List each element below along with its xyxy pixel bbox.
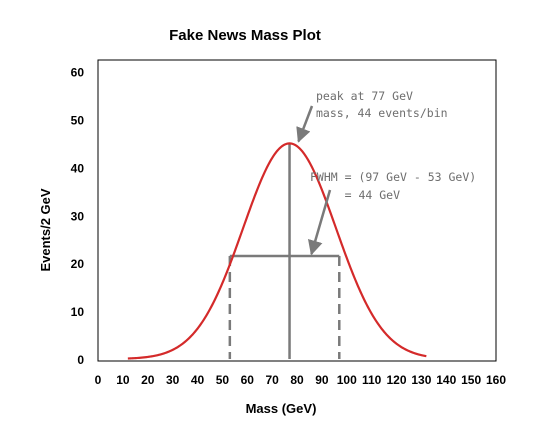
x-tick-label: 70 <box>265 373 279 387</box>
peak-annotation-arrow <box>296 105 314 143</box>
tick-labels: 0 10 20 30 40 50 60 70 80 90 100 110 120 130 140 150 160… <box>71 66 507 387</box>
y-tick-label: 10 <box>71 305 85 319</box>
y-tick-label: 60 <box>71 66 85 80</box>
series-line <box>127 142 427 360</box>
fwhm-annotation-text: FWHM = (97 GeV - 53 GeV) <box>310 170 476 184</box>
x-tick-label: 0 <box>95 373 102 387</box>
y-tick-label: 20 <box>71 257 85 271</box>
x-tick-label: 40 <box>191 373 205 387</box>
x-axis-label: Mass (GeV) <box>246 401 317 416</box>
x-tick-label: 140 <box>436 373 456 387</box>
x-tick-label: 50 <box>216 373 230 387</box>
fwhm-annotation-arrow <box>307 189 332 256</box>
x-tick-label: 120 <box>386 373 406 387</box>
x-tick-label: 130 <box>411 373 431 387</box>
annotations: peak at 77 GeV mass, 44 events/bin FWHM = … <box>296 89 476 256</box>
x-tick-label: 30 <box>166 373 180 387</box>
y-tick-label: 50 <box>71 113 85 127</box>
y-axis-label: Events/2 GeV <box>38 188 53 271</box>
x-tick-label: 110 <box>362 373 382 387</box>
fwhm-annotation-text: = 44 GeV <box>310 188 400 202</box>
chart-title: Fake News Mass Plot <box>169 27 321 44</box>
reference-lines <box>228 143 341 359</box>
x-tick-label: 10 <box>116 373 130 387</box>
x-tick-label: 160 <box>486 373 506 387</box>
series-layer <box>127 142 427 360</box>
peak-annotation-text: peak at 77 GeV <box>316 89 413 103</box>
x-tick-label: 150 <box>461 373 481 387</box>
x-tick-label: 80 <box>290 373 304 387</box>
x-tick-label: 20 <box>141 373 155 387</box>
x-tick-label: 100 <box>337 373 357 387</box>
y-tick-label: 0 <box>77 353 84 367</box>
x-tick-label: 60 <box>241 373 255 387</box>
plot-area <box>97 59 497 362</box>
x-tick-label: 90 <box>315 373 329 387</box>
peak-annotation-text: mass, 44 events/bin <box>316 106 448 120</box>
y-tick-label: 30 <box>71 209 85 223</box>
plot-frame <box>97 59 497 362</box>
y-tick-label: 40 <box>71 161 85 175</box>
